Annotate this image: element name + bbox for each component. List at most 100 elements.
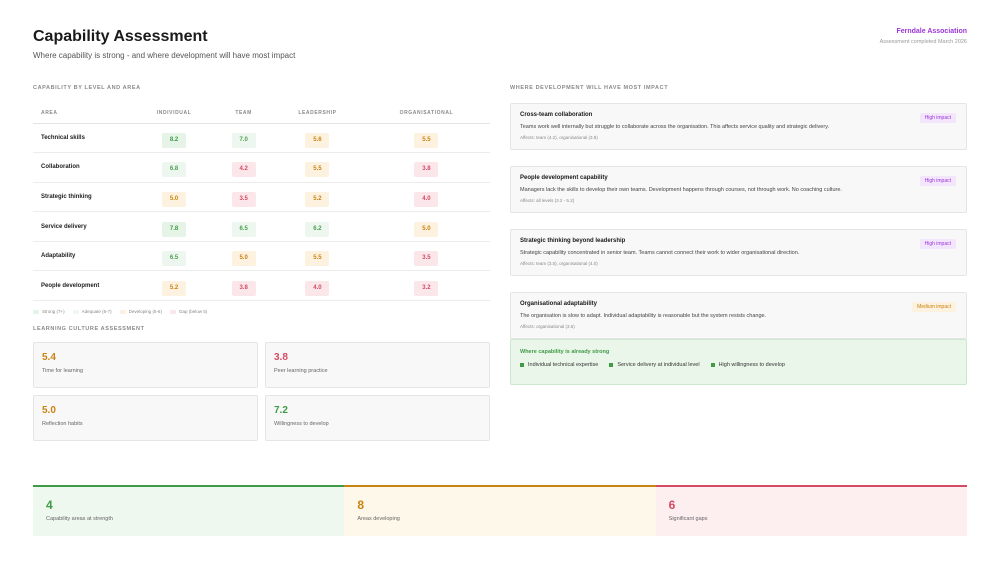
table-row: Service delivery 7.8 6.5 6.2 5.0 bbox=[33, 211, 490, 242]
legend-swatch bbox=[169, 309, 176, 314]
impact-card-people-development: People development capability High impac… bbox=[510, 166, 967, 213]
strengths-list: Individual technical expertise Service d… bbox=[520, 362, 957, 368]
area-name: Strategic thinking bbox=[33, 182, 133, 213]
legend-item-gap: Gap (below 5) bbox=[169, 309, 207, 314]
strength-label: Service delivery at individual level bbox=[617, 362, 700, 368]
score-cell: 4.0 bbox=[414, 191, 439, 207]
column-header-team: TEAM bbox=[215, 103, 273, 124]
score-cell: 3.8 bbox=[414, 162, 439, 178]
impact-affects: Affects: organisational (3.5) bbox=[520, 324, 575, 329]
impact-description: Teams work well internally but struggle … bbox=[520, 124, 830, 130]
score-cell: 5.0 bbox=[414, 221, 439, 237]
metric-value: 7.2 bbox=[274, 405, 288, 417]
score-cell: 3.2 bbox=[414, 280, 439, 296]
area-name: Collaboration bbox=[33, 152, 133, 183]
table-row: Adaptability 6.5 5.0 5.5 3.5 bbox=[33, 241, 490, 272]
legend-label: Strong (7+) bbox=[42, 309, 65, 315]
strength-item: Individual technical expertise bbox=[520, 362, 598, 368]
strength-item: Service delivery at individual level bbox=[609, 362, 700, 368]
column-header-area: AREA bbox=[33, 103, 133, 124]
impact-title: Organisational adaptability bbox=[520, 301, 598, 307]
impact-description: Managers lack the skills to develop thei… bbox=[520, 187, 842, 193]
strength-label: Individual technical expertise bbox=[528, 362, 599, 368]
impact-description: The organisation is slow to adapt. Indiv… bbox=[520, 313, 767, 319]
strengths-title: Where capability is already strong bbox=[520, 349, 610, 355]
strengths-box: Where capability is already strong Indiv… bbox=[510, 339, 967, 385]
table-header-row: AREA INDIVIDUAL TEAM LEADERSHIP ORGANISA… bbox=[33, 103, 490, 124]
score-cell: 5.6 bbox=[305, 132, 330, 148]
score-cell: 5.2 bbox=[162, 280, 187, 296]
summary-value: 6 bbox=[668, 498, 676, 512]
summary-card-developing: 8 Areas developing bbox=[344, 485, 656, 536]
metric-card-willingness: 7.2 Willingness to develop bbox=[265, 395, 490, 442]
score-cell: 5.2 bbox=[305, 191, 330, 207]
score-cell: 5.5 bbox=[305, 162, 330, 178]
score-cell: 7.8 bbox=[162, 221, 187, 237]
legend-item-developing: Developing (5-6) bbox=[119, 309, 162, 314]
area-name: People development bbox=[33, 270, 133, 302]
score-cell: 5.5 bbox=[414, 132, 439, 148]
summary-label: Areas developing bbox=[357, 516, 400, 522]
score-cell: 6.5 bbox=[231, 221, 256, 237]
org-name: Ferndale Association bbox=[896, 28, 967, 35]
impact-card-cross-team-collaboration: Cross-team collaboration High impact Tea… bbox=[510, 103, 967, 150]
score-cell: 3.5 bbox=[414, 251, 439, 267]
impact-badge: High impact bbox=[919, 113, 956, 123]
score-cell: 5.5 bbox=[305, 251, 330, 267]
area-name: Technical skills bbox=[33, 123, 133, 154]
score-cell: 3.5 bbox=[231, 191, 256, 207]
score-cell: 6.8 bbox=[162, 162, 187, 178]
impact-title: People development capability bbox=[520, 175, 608, 181]
capability-section-label: CAPABILITY BY LEVEL AND AREA bbox=[33, 85, 141, 91]
metric-card-time-for-learning: 5.4 Time for learning bbox=[33, 342, 258, 389]
bullet-square-icon bbox=[520, 363, 524, 367]
area-name: Adaptability bbox=[33, 241, 133, 272]
capability-table: AREA INDIVIDUAL TEAM LEADERSHIP ORGANISA… bbox=[33, 103, 490, 302]
score-cell: 5.0 bbox=[231, 251, 256, 267]
impact-affects: Affects: team (3.5), organisational (4.0… bbox=[520, 261, 598, 266]
score-legend: Strong (7+) Adequate (6-7) Developing (5… bbox=[33, 309, 490, 314]
strength-item: High willingness to develop bbox=[710, 362, 785, 368]
column-header-leadership: LEADERSHIP bbox=[272, 103, 363, 124]
summary-label: Capability areas at strength bbox=[46, 516, 113, 522]
impact-affects: Affects: all levels (3.2 - 5.2) bbox=[520, 198, 575, 203]
metric-value: 3.8 bbox=[274, 352, 288, 364]
score-cell: 5.0 bbox=[162, 191, 187, 207]
score-cell: 6.2 bbox=[305, 221, 330, 237]
score-cell: 3.8 bbox=[231, 280, 256, 296]
metric-label: Reflection habits bbox=[42, 421, 83, 428]
page-subtitle: Where capability is strong - and where d… bbox=[33, 51, 296, 60]
metric-card-peer-learning: 3.8 Peer learning practice bbox=[265, 342, 490, 389]
table-row: Collaboration 6.8 4.2 5.5 3.8 bbox=[33, 152, 490, 183]
org-info: Ferndale Association Assessment complete… bbox=[880, 28, 967, 45]
impact-badge: High impact bbox=[919, 239, 956, 249]
culture-metrics: 5.4 Time for learning 3.8 Peer learning … bbox=[33, 342, 490, 442]
metric-label: Willingness to develop bbox=[274, 421, 329, 428]
page-title: Capability Assessment bbox=[33, 28, 208, 45]
metric-label: Peer learning practice bbox=[274, 368, 328, 375]
left-column: CAPABILITY BY LEVEL AND AREA AREA INDIVI… bbox=[33, 85, 490, 442]
assessment-date: Assessment completed March 2026 bbox=[879, 39, 967, 45]
metric-value: 5.0 bbox=[42, 405, 56, 417]
impact-card-organisational-adaptability: Organisational adaptability Medium impac… bbox=[510, 292, 967, 339]
bullet-square-icon bbox=[609, 363, 614, 367]
summary-value: 8 bbox=[357, 498, 365, 512]
impact-title: Cross-team collaboration bbox=[520, 112, 593, 118]
score-cell: 4.2 bbox=[231, 162, 256, 178]
bullet-square-icon bbox=[710, 363, 715, 367]
impact-list: Cross-team collaboration High impact Tea… bbox=[510, 103, 967, 385]
legend-item-strong: Strong (7+) bbox=[33, 309, 65, 314]
legend-item-adequate: Adequate (6-7) bbox=[72, 309, 112, 315]
impact-card-strategic-thinking: Strategic thinking beyond leadership Hig… bbox=[510, 229, 967, 276]
column-header-individual: INDIVIDUAL bbox=[133, 103, 216, 124]
legend-swatch bbox=[72, 309, 79, 314]
impact-badge: High impact bbox=[919, 176, 956, 186]
legend-label: Adequate (6-7) bbox=[81, 309, 112, 315]
table-row: People development 5.2 3.8 4.0 3.2 bbox=[33, 270, 490, 302]
impact-affects: Affects: team (4.2), organisational (3.8… bbox=[520, 135, 598, 140]
right-column: WHERE DEVELOPMENT WILL HAVE MOST IMPACT … bbox=[510, 85, 967, 385]
impact-description: Strategic capability concentrated in sen… bbox=[520, 250, 800, 256]
score-cell: 4.0 bbox=[305, 280, 330, 296]
impact-title: Strategic thinking beyond leadership bbox=[520, 238, 626, 244]
score-cell: 8.2 bbox=[162, 132, 187, 148]
